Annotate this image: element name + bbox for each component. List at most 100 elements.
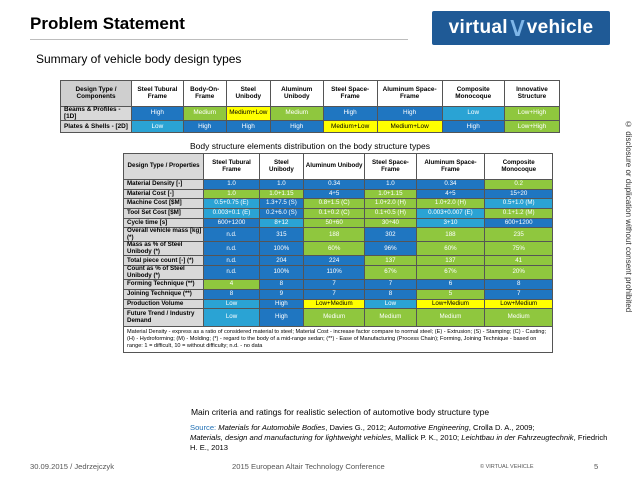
table-cell: 5 [415, 288, 486, 300]
logo-text-virtual: virtual [448, 17, 508, 38]
table-cell: 0.1+0.2 (C) [302, 208, 366, 219]
table-cell: 0.8+1.5 (C) [302, 198, 366, 210]
logo-text-vehicle: vehicle [526, 17, 594, 38]
table-cell: Low [131, 120, 184, 134]
table-cell: High [376, 105, 443, 122]
table-cell: 6 [415, 279, 486, 290]
table-cell: 224 [302, 255, 366, 267]
table-cell: 7 [302, 279, 366, 290]
table-cell: 0.5+0.75 (E) [203, 198, 260, 210]
table-cell: 75% [484, 241, 553, 257]
source-ref-rest: , Friedrich H. E., 2013 [190, 432, 608, 452]
table-header-row: Design Type / Components Steel Tubural F… [59, 80, 561, 107]
table-cell: 3+10 [415, 217, 486, 229]
slide-subtitle: Summary of vehicle body design types [36, 52, 242, 66]
source-references: Source: Materials for Automobile Bodies,… [190, 423, 610, 453]
table-cell: 100% [258, 241, 304, 257]
table-cell: 0.2 [484, 179, 553, 190]
column-header: Aluminum Space-Frame [376, 80, 443, 107]
table-cell: 67% [364, 265, 417, 281]
table2-caption: Main criteria and ratings for realistic … [190, 407, 490, 417]
table-cell: 4 [203, 279, 260, 290]
table-cell: 0.003+0.1 (E) [203, 208, 260, 219]
column-header: Steel Unibody [258, 153, 304, 180]
column-header: Composite Monocoque [484, 153, 553, 180]
column-header: Aluminum Unibody [302, 153, 366, 180]
table-cell: 60% [302, 241, 366, 257]
source-ref-title: Materials, design and manufacturing for … [190, 432, 391, 442]
table-cell: 204 [258, 255, 304, 267]
title-divider [30, 39, 408, 40]
table-cell: Medium [364, 308, 417, 328]
table-cell: 8 [484, 279, 553, 290]
table-cell: High [258, 308, 304, 328]
body-elements-table: Design Type / Components Steel Tubural F… [59, 80, 561, 134]
table-cell: 1.0+2.0 (H) [415, 198, 486, 210]
table-cell: Low+Medium [415, 298, 486, 310]
table-cell: 600+1200 [203, 217, 260, 229]
notes-row: Material Density - express as a ratio of… [123, 326, 553, 354]
row-header: Plates & Shells - [2D] [59, 120, 133, 134]
table-cell: 1.3+7.5 (S) [258, 198, 304, 210]
column-header: Composite Monocoque [441, 80, 505, 107]
source-ref-title: Materials for Automobile Bodies [218, 423, 326, 432]
source-ref-rest: , Davies G., 2012; [325, 423, 387, 432]
table-cell: 7 [484, 288, 553, 300]
table-cell: 15÷20 [484, 188, 553, 200]
criteria-table-body: Material Density [-] 1.0 1.0 0.34 1.0 0.34 0.2… [122, 179, 553, 328]
table-cell: Medium+Low [376, 120, 443, 134]
table-cell: Low [203, 298, 260, 310]
table-cell: 0.003+0.007 (E) [415, 208, 486, 219]
table-cell: 600+1200 [484, 217, 553, 229]
table-cell: 1.0 [203, 188, 260, 200]
table-cell: n.d. [203, 255, 260, 267]
column-header: Body-On-Frame [182, 80, 227, 107]
footer-copyright: © VIRTUAL VEHICLE [480, 464, 534, 470]
column-header: Aluminum Unibody [269, 80, 324, 107]
row-header: Tool Set Cost [$M] [122, 208, 205, 219]
table-cell: 41 [484, 255, 553, 267]
table-cell: 8 [203, 288, 260, 300]
table-row: Tool Set Cost [$M] 0.003+0.1 (E) 0.2+6.0 (… [122, 208, 553, 219]
page-number: 5 [594, 462, 599, 471]
table-cell: Low+Medium [302, 298, 366, 310]
table-cell: 100% [258, 265, 304, 281]
table-row: Cycle time [s] 600+1200 8+12 50+60 30÷40 3+10… [122, 217, 553, 229]
table-cell: 67% [415, 265, 486, 281]
table-cell: 1.0+1.15 [364, 188, 417, 200]
slide-title: Problem Statement [30, 14, 185, 33]
column-header: Steel Tubural Frame [131, 80, 184, 107]
footer-conference: 2015 European Altair Technology Conferen… [232, 462, 385, 471]
table-cell: High [269, 120, 324, 134]
table-cell: 137 [415, 255, 486, 267]
table-notes: Material Density - express as a ratio of… [123, 326, 553, 354]
table-cell: Low+High [503, 120, 561, 134]
table-cell: 0.1+0.5 (H) [364, 208, 417, 219]
table-cell: 235 [484, 227, 553, 243]
table-cell: 1.0 [364, 179, 417, 190]
table-cell: High [441, 120, 505, 134]
table-cell: Medium+Low [225, 105, 271, 122]
table-cell: 1.0+1.15 [258, 188, 304, 200]
table-row: Overall vehicle mass [kg] (*) n.d. 315 188 3… [122, 227, 553, 243]
table-cell: 4÷5 [302, 188, 366, 200]
table-row: Material Cost [-] 1.0 1.0+1.15 4÷5 1.0+1.15 4… [122, 188, 553, 200]
virtual-vehicle-logo: virtual vehicle [432, 11, 610, 45]
row-header: Material Cost [-] [122, 188, 205, 200]
table-cell: Low+Medium [484, 298, 553, 310]
table-row: Beams & Profiles - [1D] High Medium Medi… [59, 105, 561, 122]
footer-date-author: 30.09.2015 / Jedrzejczyk [30, 462, 115, 471]
source-ref-title: Automotive Engineering [388, 423, 469, 432]
row-header: Production Volume [122, 298, 205, 310]
table-cell: 0.34 [302, 179, 366, 190]
table-cell: 9 [258, 288, 304, 300]
row-header: Joining Technique (**) [122, 288, 205, 300]
table-cell: 8 [364, 288, 417, 300]
column-header: Steel Space-Frame [364, 153, 417, 180]
table-cell: 110% [302, 265, 366, 281]
table-cell: High [131, 105, 184, 122]
table-cell: 1.0+2.0 (H) [364, 198, 417, 210]
table-cell: 188 [302, 227, 366, 243]
table-cell: n.d. [203, 241, 260, 257]
table-cell: 8+12 [258, 217, 304, 229]
